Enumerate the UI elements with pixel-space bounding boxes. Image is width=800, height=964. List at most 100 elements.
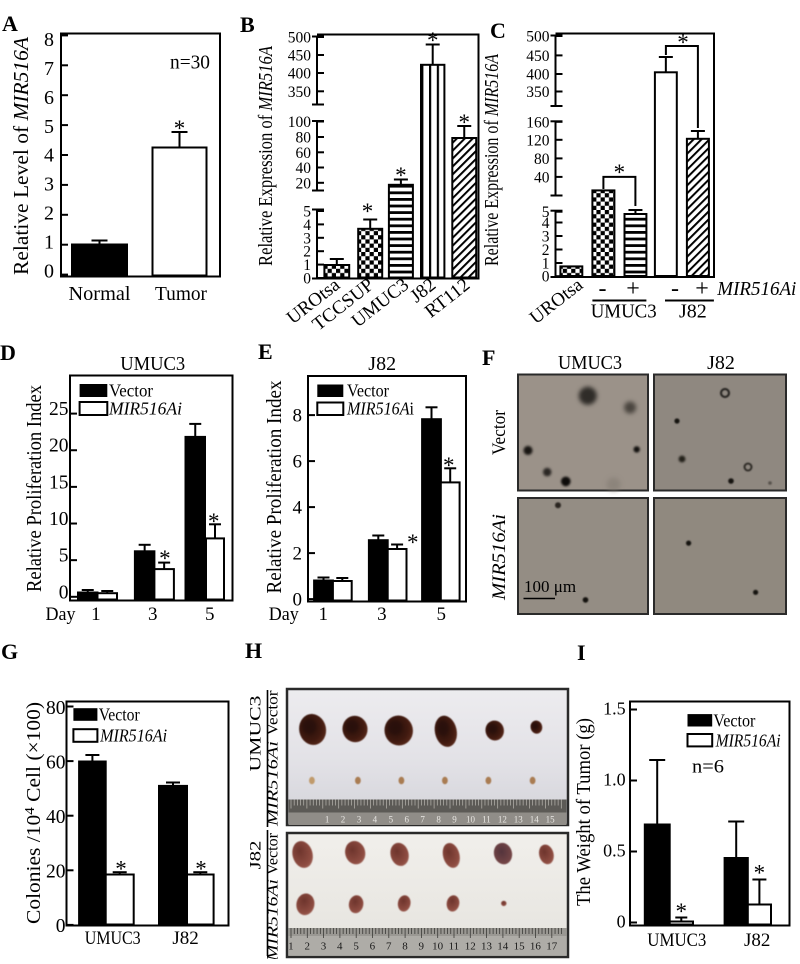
svg-text:G: G — [1, 639, 18, 664]
svg-text:500: 500 — [526, 29, 550, 46]
svg-text:5: 5 — [542, 204, 550, 221]
svg-text:40: 40 — [46, 807, 66, 828]
svg-text:Relative Level of MIR516A: Relative Level of MIR516A — [9, 37, 33, 275]
svg-text:2: 2 — [44, 203, 54, 225]
svg-text:Day: Day — [46, 604, 76, 625]
svg-text:The Weight of Tumor (g): The Weight of Tumor (g) — [573, 718, 595, 906]
svg-text:+: + — [695, 276, 709, 302]
svg-text:8: 8 — [402, 941, 408, 953]
svg-text:J82: J82 — [172, 928, 198, 949]
svg-text:*: * — [195, 857, 207, 882]
svg-text:13: 13 — [514, 815, 524, 825]
svg-text:8: 8 — [436, 815, 441, 825]
svg-text:*: * — [614, 160, 626, 185]
svg-text:80: 80 — [296, 130, 312, 147]
svg-text:0: 0 — [293, 590, 303, 611]
svg-text:1: 1 — [325, 815, 330, 825]
svg-text:2: 2 — [341, 815, 346, 825]
svg-text:5: 5 — [437, 604, 447, 625]
svg-text:Vector: Vector — [109, 381, 153, 401]
svg-text:3: 3 — [303, 230, 311, 247]
svg-text:4: 4 — [373, 815, 378, 825]
svg-text:450: 450 — [526, 48, 550, 65]
svg-text:5: 5 — [303, 204, 311, 221]
svg-text:Day: Day — [269, 604, 299, 625]
svg-text:60: 60 — [46, 752, 66, 773]
svg-text:0: 0 — [56, 916, 66, 937]
svg-text:14: 14 — [530, 815, 540, 825]
svg-text:4: 4 — [303, 217, 311, 234]
svg-text:*: * — [754, 861, 766, 886]
svg-text:Normal: Normal — [69, 283, 131, 305]
svg-text:C: C — [490, 18, 506, 43]
svg-text:3: 3 — [44, 174, 54, 196]
svg-text:6: 6 — [293, 452, 303, 473]
svg-text:*: * — [395, 163, 407, 188]
svg-text:1: 1 — [44, 231, 54, 253]
svg-text:J82: J82 — [368, 353, 396, 375]
svg-text:Vector: Vector — [265, 832, 282, 875]
svg-text:400: 400 — [288, 66, 312, 83]
svg-text:*: * — [208, 509, 220, 534]
svg-text:*: * — [115, 857, 127, 882]
svg-text:B: B — [240, 12, 255, 37]
svg-text:3: 3 — [321, 941, 327, 953]
svg-text:MIR516Ai: MIR516Ai — [489, 514, 510, 601]
svg-text:*: * — [443, 453, 455, 478]
svg-text:*: * — [458, 110, 470, 135]
svg-text:Vector: Vector — [713, 711, 755, 731]
svg-text:6: 6 — [370, 941, 376, 953]
svg-text:15: 15 — [546, 815, 556, 825]
svg-text:3: 3 — [357, 815, 362, 825]
svg-text:3: 3 — [377, 604, 387, 625]
svg-text:1: 1 — [303, 257, 311, 274]
svg-text:n=30: n=30 — [170, 52, 210, 74]
svg-text:4: 4 — [293, 498, 303, 519]
svg-text:D: D — [0, 340, 16, 365]
svg-text:Relative Proliferation Index: Relative Proliferation Index — [22, 385, 46, 592]
svg-text:F: F — [482, 345, 495, 370]
svg-text:1: 1 — [91, 604, 101, 625]
svg-text:13: 13 — [481, 941, 493, 953]
svg-text:500: 500 — [288, 30, 312, 47]
svg-text:9: 9 — [452, 815, 457, 825]
svg-text:80: 80 — [46, 698, 66, 719]
svg-text:6: 6 — [44, 87, 54, 109]
svg-text:H: H — [245, 638, 262, 663]
svg-text:UMUC3: UMUC3 — [591, 301, 657, 323]
svg-text:1: 1 — [288, 941, 294, 953]
svg-text:A: A — [2, 11, 18, 36]
svg-text:0: 0 — [303, 271, 311, 288]
svg-text:Vector: Vector — [99, 705, 140, 725]
svg-text:-: - — [599, 276, 607, 302]
svg-text:Relative Expression of MIR516A: Relative Expression of MIR516A — [481, 53, 503, 266]
svg-text:Relative Expression of MIR516A: Relative Expression of MIR516A — [255, 45, 277, 266]
svg-text:*: * — [174, 116, 186, 141]
svg-text:1: 1 — [542, 256, 550, 273]
svg-text:UMUC3: UMUC3 — [120, 353, 185, 375]
svg-text:*: * — [677, 30, 689, 55]
svg-text:+: + — [626, 276, 640, 302]
svg-text:9: 9 — [419, 941, 425, 953]
svg-text:4: 4 — [44, 145, 54, 167]
svg-text:100 μm: 100 μm — [524, 577, 576, 596]
svg-text:3: 3 — [542, 229, 550, 246]
svg-text:0: 0 — [542, 269, 550, 286]
svg-text:0: 0 — [44, 260, 54, 282]
svg-text:16: 16 — [530, 941, 542, 953]
svg-text:2: 2 — [542, 242, 550, 259]
svg-text:5: 5 — [44, 116, 54, 138]
svg-text:20: 20 — [46, 862, 66, 883]
svg-text:160: 160 — [526, 114, 550, 131]
svg-text:MIR516Ai: MIR516Ai — [716, 278, 796, 300]
svg-text:Tumor: Tumor — [155, 283, 207, 305]
svg-text:11: 11 — [449, 941, 460, 953]
svg-text:8: 8 — [293, 406, 303, 427]
svg-text:5: 5 — [353, 941, 359, 953]
svg-text:5: 5 — [205, 604, 215, 625]
svg-text:5: 5 — [389, 815, 394, 825]
svg-text:100: 100 — [288, 114, 312, 131]
svg-text:Colonies /104 Cell (×100): Colonies /104 Cell (×100) — [23, 702, 45, 924]
svg-text:*: * — [407, 530, 419, 555]
svg-text:1.0: 1.0 — [603, 770, 626, 790]
